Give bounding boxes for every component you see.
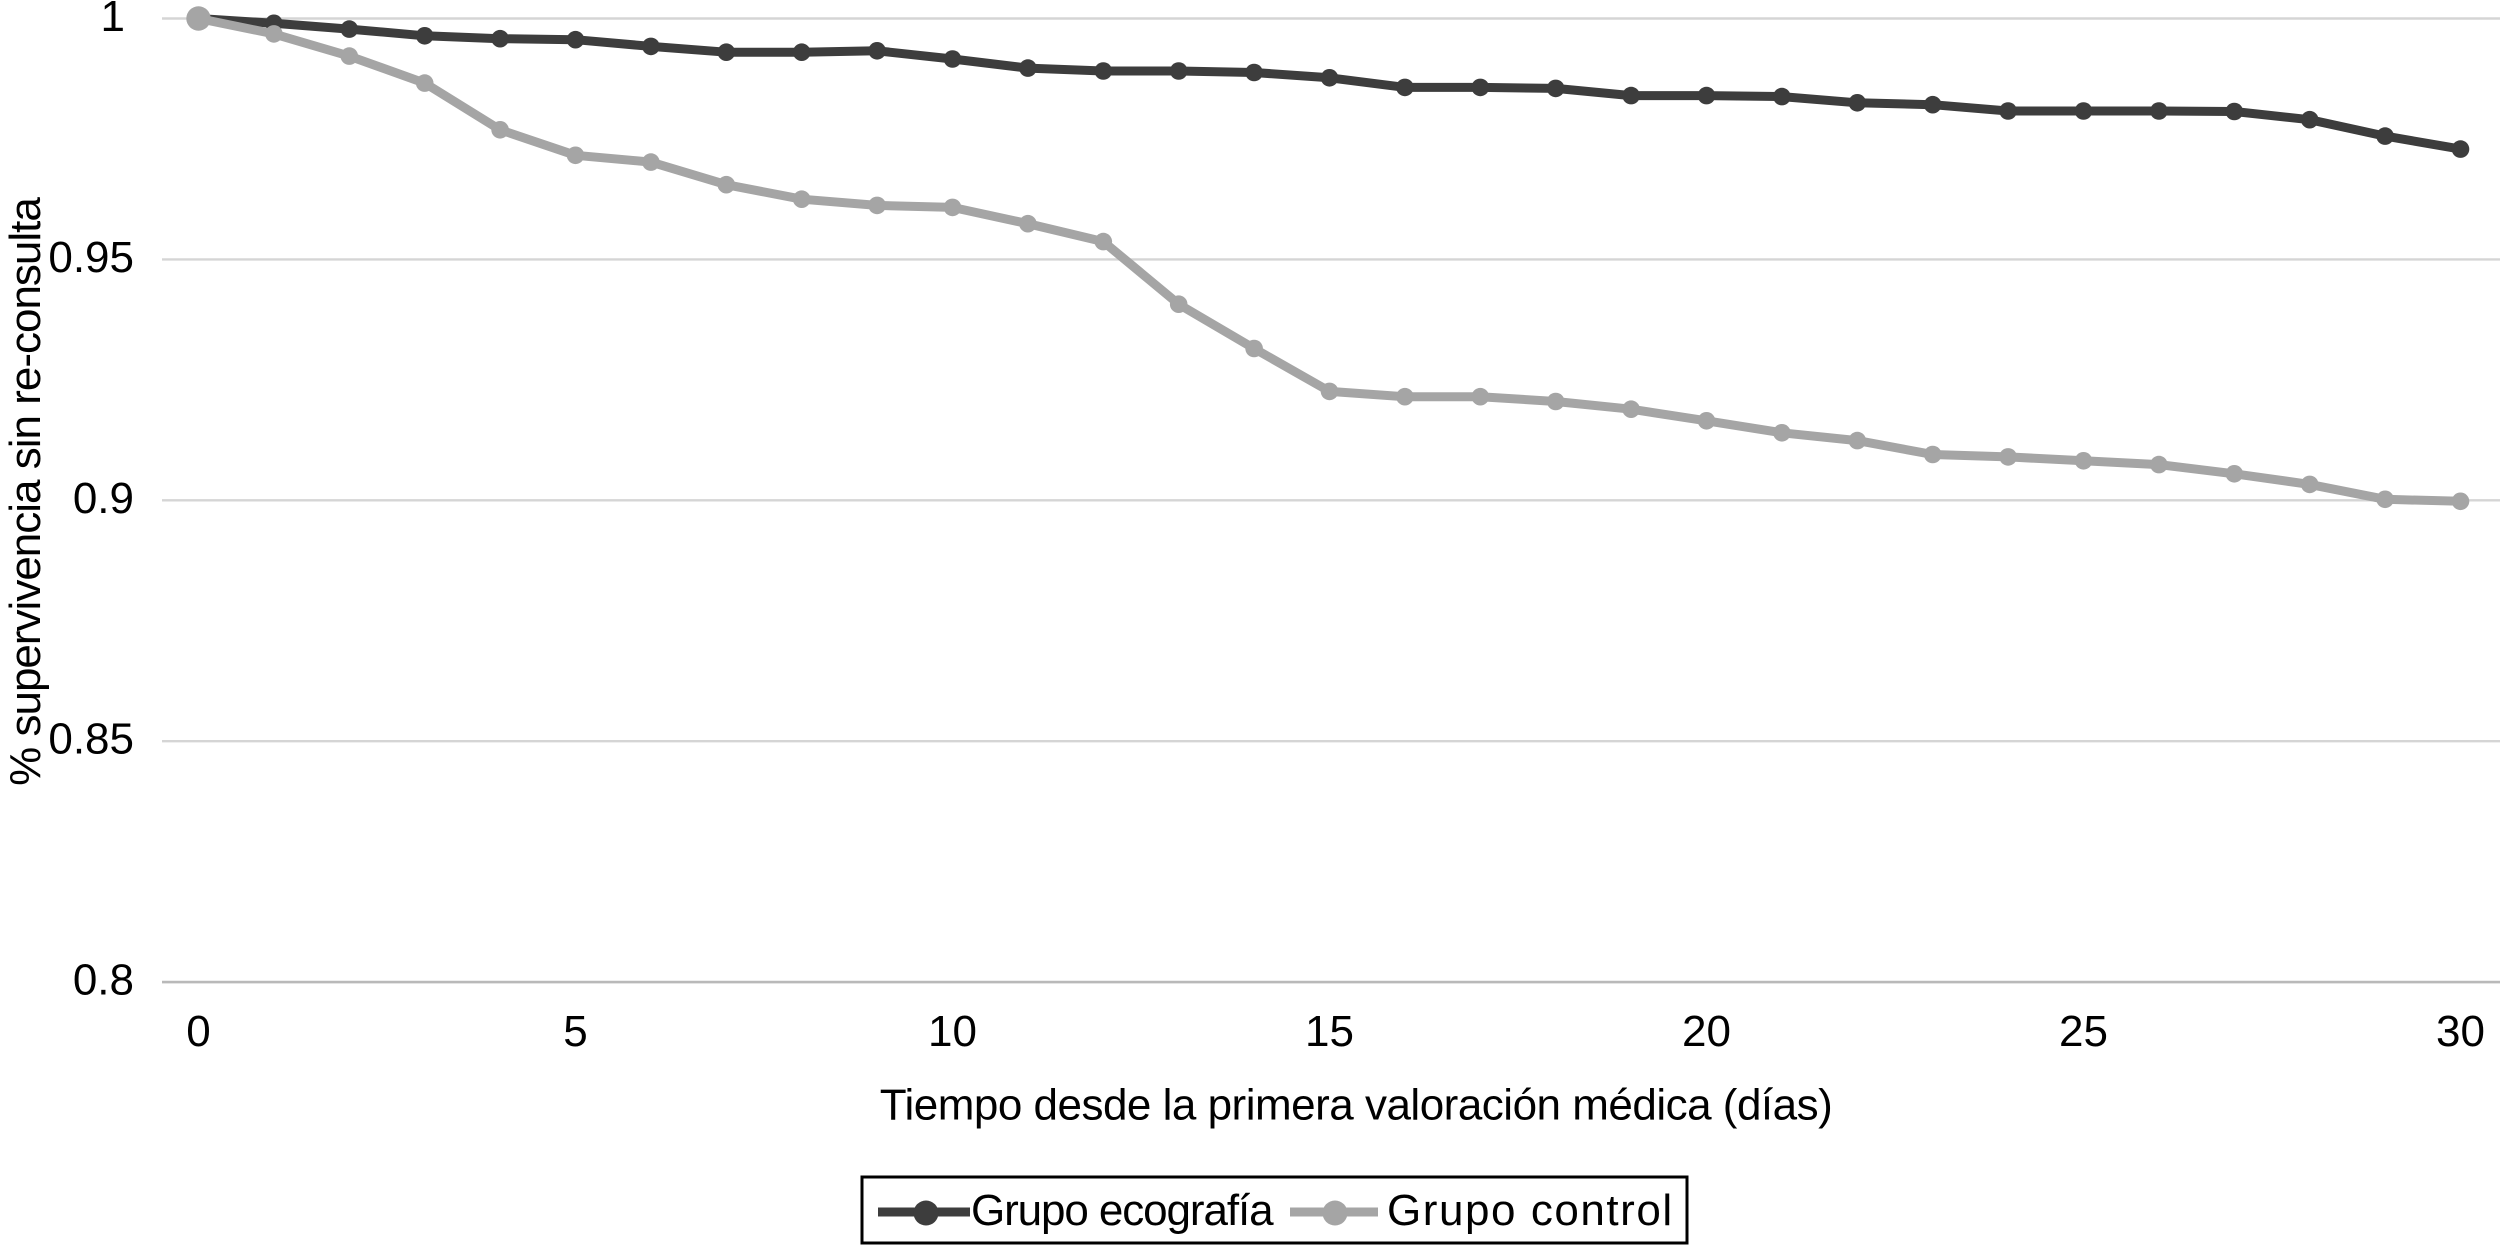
svg-text:30: 30 [2436,1007,2485,1056]
svg-text:Grupo ecografía: Grupo ecografía [971,1186,1274,1235]
svg-text:0.95: 0.95 [48,233,134,282]
svg-text:20: 20 [1682,1007,1731,1056]
svg-text:0.9: 0.9 [73,474,134,523]
svg-text:0: 0 [186,1007,210,1056]
svg-text:10: 10 [928,1007,977,1056]
svg-text:% supervivencia sin re-consult: % supervivencia sin re-consulta [1,197,50,786]
svg-text:5: 5 [563,1007,587,1056]
svg-text:0.8: 0.8 [73,956,134,1005]
svg-text:1: 1 [101,0,125,41]
svg-text:25: 25 [2059,1007,2108,1056]
svg-text:Tiempo desde la primera valora: Tiempo desde la primera valoración médic… [880,1081,1833,1130]
svg-text:Grupo control: Grupo control [1387,1186,1674,1235]
svg-text:0.85: 0.85 [48,715,134,764]
svg-text:15: 15 [1305,1007,1354,1056]
